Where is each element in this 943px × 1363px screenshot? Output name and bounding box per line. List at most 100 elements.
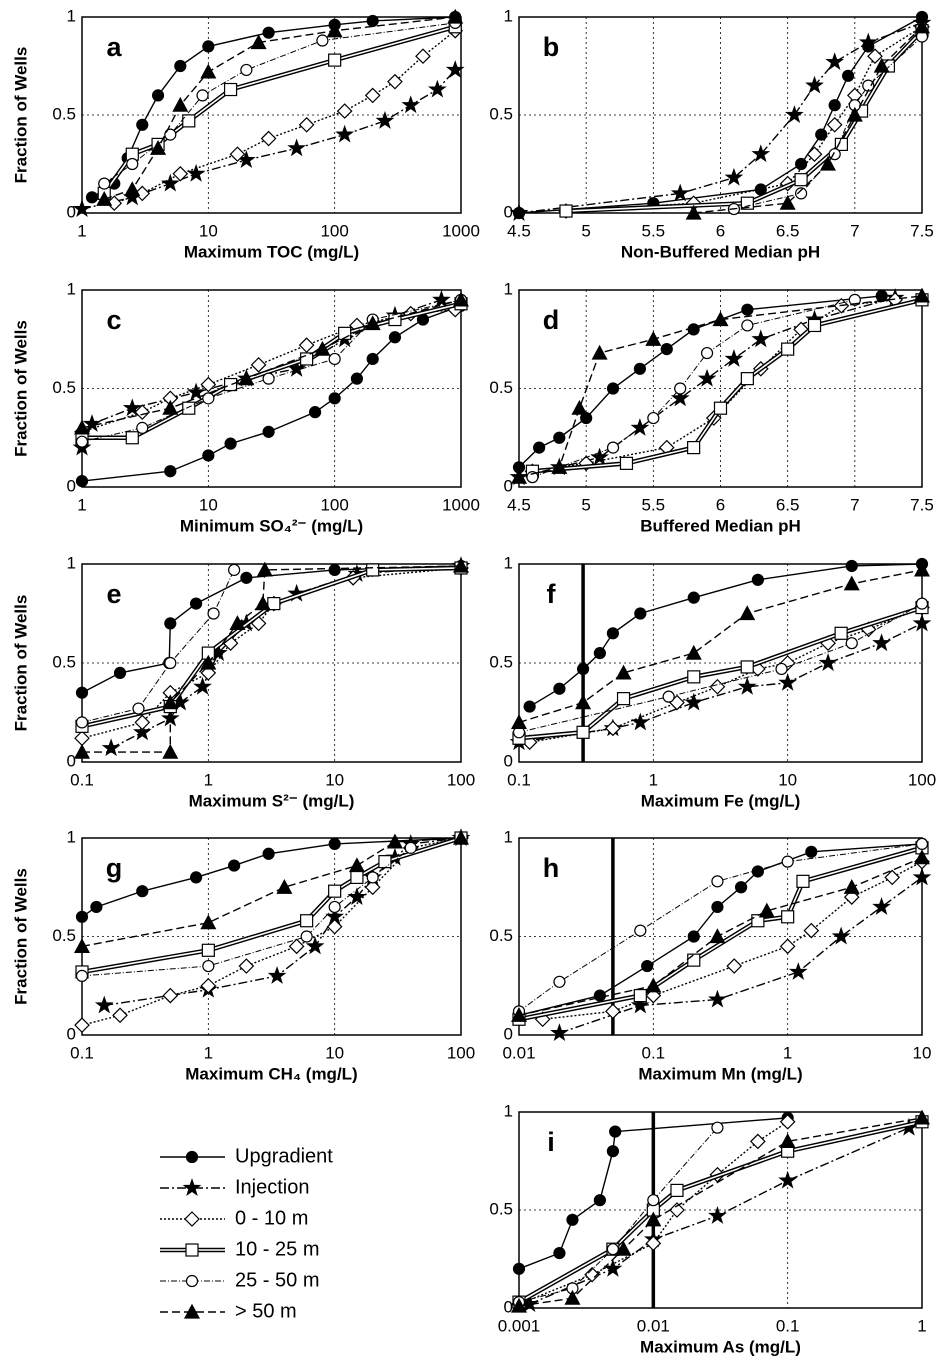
x-tick-label: 0.1	[70, 770, 94, 789]
series-line	[104, 837, 462, 1007]
y-tick-label: 0.5	[489, 104, 513, 123]
marker	[82, 414, 102, 432]
marker	[794, 173, 808, 187]
marker	[645, 1235, 662, 1252]
panel-label: i	[547, 1127, 555, 1157]
y-tick-label: 0	[67, 751, 76, 770]
x-tick-label: 0.01	[502, 1043, 535, 1062]
marker	[662, 690, 675, 703]
y-tick-label: 1	[67, 6, 76, 25]
marker	[428, 79, 447, 98]
x-tick-label: 0.1	[642, 1043, 666, 1062]
marker	[634, 924, 647, 937]
series-line	[104, 16, 456, 200]
marker	[630, 712, 650, 731]
marker	[240, 571, 253, 584]
x-tick-label: 1	[77, 495, 86, 514]
marker	[713, 401, 728, 415]
x-tick-label: 7	[850, 221, 859, 240]
marker	[872, 897, 891, 915]
marker	[73, 938, 91, 953]
marker	[913, 287, 931, 303]
marker	[256, 561, 273, 577]
marker	[452, 829, 470, 845]
series-line	[517, 1119, 923, 1305]
marker	[670, 183, 690, 202]
marker	[825, 52, 845, 71]
marker	[590, 447, 609, 466]
y-tick-label: 0	[504, 476, 513, 495]
x-axis-label: Non-Buffered Median pH	[621, 242, 820, 261]
marker	[913, 849, 931, 865]
marker	[826, 116, 843, 133]
marker	[250, 34, 267, 50]
marker	[606, 627, 619, 640]
marker	[200, 977, 217, 994]
marker	[388, 312, 402, 327]
marker	[288, 938, 305, 955]
marker	[551, 459, 568, 474]
marker	[335, 124, 355, 143]
marker	[164, 656, 177, 670]
series-line	[518, 843, 923, 1012]
series-line-inner	[518, 847, 923, 1021]
marker	[591, 344, 608, 360]
x-tick-label: 5	[581, 221, 590, 240]
marker	[375, 111, 395, 129]
y-tick-label: 1	[504, 1101, 513, 1120]
marker	[308, 406, 322, 419]
y-tick-label: 1	[67, 279, 76, 298]
marker	[712, 311, 729, 327]
marker	[645, 330, 662, 346]
marker	[125, 431, 139, 445]
panel-label: e	[106, 579, 121, 609]
marker	[807, 318, 822, 333]
marker	[843, 878, 860, 894]
marker	[328, 352, 341, 366]
marker	[741, 303, 754, 316]
marker	[240, 63, 253, 77]
marker	[616, 692, 631, 706]
x-tick-label: 1	[204, 1043, 213, 1062]
marker	[364, 315, 381, 331]
marker	[162, 987, 179, 1004]
series-line	[81, 569, 235, 723]
series-line	[565, 26, 923, 212]
marker	[576, 662, 590, 676]
marker	[300, 930, 313, 943]
marker	[510, 1297, 528, 1313]
x-tick-label: 0.1	[776, 1316, 800, 1335]
marker	[189, 871, 203, 884]
marker	[250, 357, 267, 373]
x-tick-label: 1	[917, 1316, 926, 1335]
marker	[858, 32, 878, 51]
marker	[739, 605, 756, 621]
marker	[606, 382, 620, 395]
marker	[386, 833, 403, 849]
x-axis-label: Minimum SO₄²⁻ (mg/L)	[180, 516, 363, 535]
marker	[229, 146, 246, 163]
marker	[553, 682, 566, 695]
marker	[615, 664, 632, 680]
marker	[401, 95, 421, 114]
x-axis-label: Maximum TOC (mg/L)	[184, 242, 359, 261]
plot-frame	[81, 563, 462, 763]
marker	[238, 958, 255, 974]
marker	[758, 902, 775, 918]
marker	[751, 573, 764, 586]
marker	[708, 989, 727, 1008]
plot-frame	[518, 1111, 923, 1309]
marker	[845, 559, 858, 573]
marker	[75, 716, 89, 729]
marker	[867, 48, 883, 65]
marker	[779, 938, 796, 955]
marker	[126, 157, 139, 171]
marker	[831, 926, 851, 945]
marker	[740, 660, 754, 674]
y-tick-label: 0	[504, 1297, 513, 1316]
y-tick-label: 1	[504, 827, 513, 846]
series-line	[565, 29, 924, 214]
series-line	[733, 36, 923, 210]
marker	[606, 441, 620, 454]
